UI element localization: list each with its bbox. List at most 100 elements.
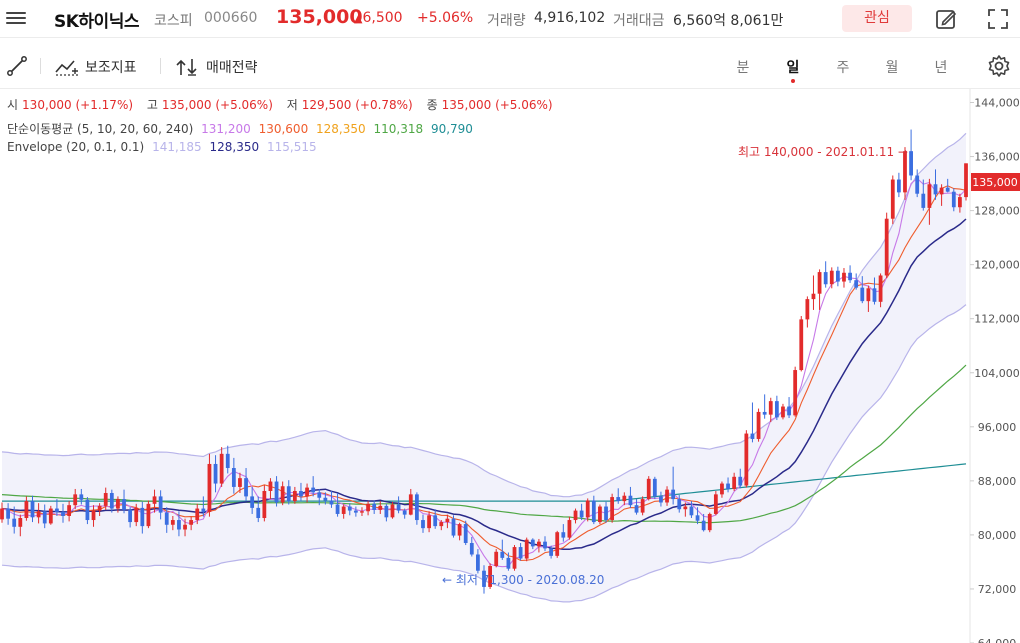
ma10-line [1, 185, 967, 562]
candle-body [591, 500, 596, 523]
candle-body [683, 506, 688, 510]
candle-body [646, 478, 651, 500]
ma20-value: 128,350 [316, 122, 366, 136]
candle-body [805, 299, 810, 320]
candle-body [256, 507, 261, 519]
candle-body [292, 490, 297, 502]
candle-body [360, 511, 364, 513]
candle-body [585, 500, 590, 518]
candle-body [109, 493, 114, 509]
candle-body [854, 280, 859, 288]
candle-body [921, 193, 926, 208]
stock-code: 000660 [204, 10, 258, 26]
candle-body [787, 406, 791, 416]
candle-body [549, 548, 554, 556]
candle-body [128, 509, 133, 523]
candle-body [238, 478, 242, 487]
candle-body [323, 497, 328, 501]
candle-body [103, 493, 108, 506]
candle-body [311, 487, 316, 493]
candle-body [774, 401, 779, 418]
candle-body [42, 511, 47, 524]
candle-body [299, 490, 303, 497]
candle-body [616, 497, 621, 502]
candle-body [445, 518, 450, 523]
period-month-tab[interactable]: 월 [885, 60, 899, 76]
candle-body [116, 499, 120, 509]
watch-button[interactable]: 관심 [842, 5, 912, 32]
low-value: 129,500 (+0.78%) [301, 98, 413, 112]
candle-body [903, 151, 907, 193]
candle-body [488, 565, 492, 587]
candle-body [317, 492, 322, 498]
ma5-line [1, 177, 967, 568]
envelope-mid-value: 128,350 [209, 140, 260, 154]
price-change: ▲6,500 [354, 10, 403, 26]
candle-body [36, 511, 41, 518]
y-tick-label: 96,000 [978, 421, 1017, 434]
candle-body [628, 495, 633, 506]
period-year-tab[interactable]: 년 [934, 60, 948, 76]
candle-body [848, 272, 852, 281]
candle-body [140, 507, 145, 527]
gear-icon[interactable] [987, 54, 1011, 78]
candle-body [0, 508, 4, 520]
candle-body [750, 433, 755, 439]
candle-body [433, 515, 438, 527]
menu-icon[interactable] [6, 9, 26, 29]
candle-body [219, 453, 224, 484]
candle-body [530, 539, 535, 547]
draw-line-icon[interactable] [6, 55, 28, 77]
candle-body [811, 293, 816, 300]
candle-body [878, 275, 883, 302]
candle-body [384, 505, 389, 518]
y-tick-label: 88,000 [978, 475, 1017, 488]
candle-body [390, 504, 395, 518]
period-day-tab[interactable]: 일 [786, 60, 800, 76]
envelope-band [2, 133, 966, 602]
candle-body [268, 481, 273, 491]
low-annotation: ← 최저 71,300 - 2020.08.20 [442, 573, 604, 587]
high-value: 135,000 (+5.06%) [161, 98, 273, 112]
price-change-pct: +5.06% [417, 10, 474, 26]
fullscreen-icon[interactable] [987, 8, 1009, 30]
candle-body [427, 515, 431, 529]
candle-body [451, 518, 456, 536]
y-tick-label: 144,000 [974, 97, 1020, 110]
candles [0, 129, 968, 594]
candle-body [701, 520, 706, 531]
ma240-value: 90,790 [430, 122, 473, 136]
candle-body [396, 504, 401, 511]
edit-icon[interactable] [935, 8, 957, 30]
price-chart[interactable]: 144,000 136,000 128,000 120,000 112,000 104,0… [0, 89, 1020, 643]
candle-body [231, 468, 236, 487]
strategy-button[interactable]: 매매전략 [176, 55, 258, 79]
candle-body [567, 520, 572, 538]
ma60-value: 110,318 [373, 122, 424, 136]
candle-body [665, 489, 669, 503]
candle-body [945, 187, 950, 192]
candle-body [183, 524, 187, 530]
candle-body [958, 197, 962, 208]
envelope-label: Envelope (20, 0.1, 0.1) [7, 140, 145, 154]
candle-body [274, 481, 279, 503]
candle-body [6, 508, 10, 519]
period-minute-tab[interactable]: 분 [736, 60, 750, 76]
candle-body [823, 272, 828, 285]
period-week-tab[interactable]: 주 [836, 60, 850, 76]
indicator-button[interactable]: 보조지표 [55, 55, 137, 79]
divider [40, 58, 41, 74]
ma5-value: 131,200 [201, 122, 251, 136]
low-label: 저 [286, 98, 298, 112]
candle-body [579, 510, 584, 518]
indicator-icon [55, 60, 78, 76]
candle-body [164, 512, 169, 525]
top-bar: SK하이닉스 코스피 000660 135,000 ▲6,500 +5.06% … [0, 0, 1020, 38]
candle-body [927, 184, 932, 208]
candle-body [707, 513, 712, 531]
candle-body [335, 504, 340, 514]
candle-body [408, 494, 413, 515]
candle-body [695, 515, 700, 521]
candle-body [744, 433, 749, 486]
candle-body [146, 503, 151, 527]
